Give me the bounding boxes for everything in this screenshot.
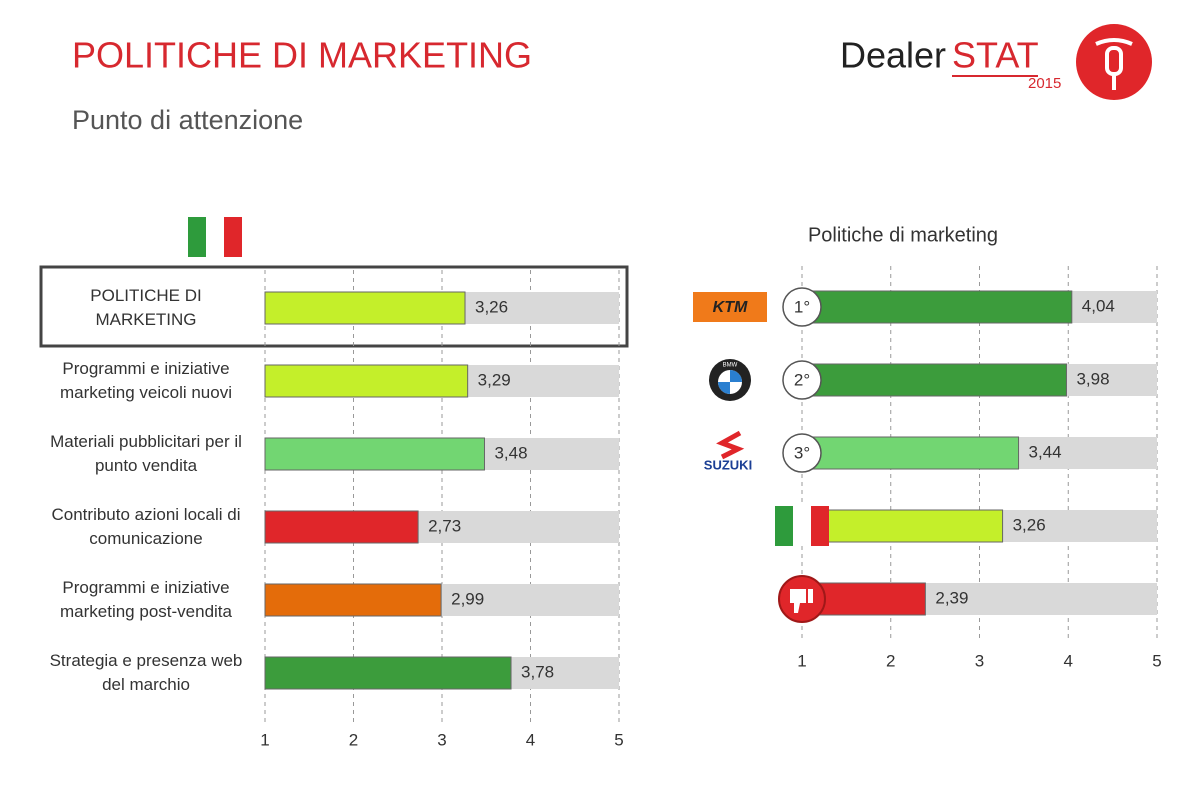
bar-track xyxy=(441,584,619,616)
thumbs-down-icon xyxy=(790,589,813,613)
x-tick-label: 5 xyxy=(1152,651,1161,670)
bar-track xyxy=(511,657,619,689)
flag-italy xyxy=(188,217,242,257)
category-label: Materiali pubblicitari per il punto vend… xyxy=(50,432,242,475)
bar xyxy=(264,437,485,471)
bar-track xyxy=(1066,364,1157,396)
x-tick-label: 3 xyxy=(437,730,446,749)
value-label: 3,26 xyxy=(475,297,508,316)
value-label: 3,48 xyxy=(494,443,527,462)
bar xyxy=(801,509,1004,543)
rank-label: 2° xyxy=(794,370,810,389)
highlight-box xyxy=(39,265,629,348)
category-label: SUZUKI xyxy=(704,457,752,472)
flag-italy-red xyxy=(811,506,829,546)
bar xyxy=(264,291,466,325)
logo-stat: STAT xyxy=(952,35,1039,76)
bar xyxy=(264,510,419,544)
logo-year: 2015 xyxy=(1028,75,1061,92)
rank-badge xyxy=(782,287,822,327)
value-label: 4,04 xyxy=(1082,296,1115,315)
slide-subtitle: Punto di attenzione xyxy=(72,105,303,135)
category-label: Strategia e presenza web del marchio xyxy=(49,651,243,694)
category-label: Contributo azioni locali di comunicazion… xyxy=(51,505,241,548)
value-label: 2,99 xyxy=(451,589,484,608)
logo-dealer: Dealer xyxy=(840,35,946,76)
value-label: 3,29 xyxy=(478,370,511,389)
value-label: 2,73 xyxy=(428,516,461,535)
bar-track xyxy=(467,365,619,397)
bar xyxy=(801,363,1067,397)
bar xyxy=(801,436,1020,470)
x-tick-label: 5 xyxy=(614,730,623,749)
value-label: 3,44 xyxy=(1029,442,1062,461)
bar-track xyxy=(925,583,1157,615)
bar-track xyxy=(1071,291,1157,323)
slide-title: POLITICHE DI MARKETING xyxy=(72,35,532,76)
flag-italy-white xyxy=(793,506,811,546)
category-label: POLITICHE DI MARKETING xyxy=(90,286,202,329)
rank-badge xyxy=(782,433,822,473)
category-label: Programmi e iniziative marketing post-ve… xyxy=(60,578,232,621)
rank-label: 1° xyxy=(794,297,810,316)
logo-bmw-quarters xyxy=(718,370,742,394)
bar-track xyxy=(484,438,619,470)
bar xyxy=(264,364,469,398)
x-tick-label: 2 xyxy=(349,730,358,749)
category-label: KTM xyxy=(713,299,748,316)
logo-icon xyxy=(1095,38,1133,90)
category-label: BMW xyxy=(723,363,738,369)
bar-track xyxy=(418,511,619,543)
rank-badge xyxy=(782,360,822,400)
rank-label: 3° xyxy=(794,443,810,462)
category-label: Programmi e iniziative marketing veicoli… xyxy=(60,359,232,402)
flag-italy-green xyxy=(775,506,793,546)
x-tick-label: 3 xyxy=(975,651,984,670)
value-label: 3,98 xyxy=(1076,369,1109,388)
logo-suzuki-s xyxy=(716,430,745,460)
x-tick-label: 4 xyxy=(1064,651,1073,670)
x-tick-label: 2 xyxy=(886,651,895,670)
value-label: 3,78 xyxy=(521,662,554,681)
logo-ktm xyxy=(693,292,767,322)
bar xyxy=(264,656,512,690)
logo-circle xyxy=(1076,24,1152,100)
x-tick-label: 1 xyxy=(797,651,806,670)
value-label: 3,26 xyxy=(1013,515,1046,534)
bar-track xyxy=(1018,437,1157,469)
bar xyxy=(264,583,442,617)
bar-track xyxy=(465,292,619,324)
x-tick-label: 4 xyxy=(526,730,535,749)
x-tick-label: 1 xyxy=(260,730,269,749)
chart-title: Politiche di marketing xyxy=(808,224,998,246)
bar-track xyxy=(1002,510,1157,542)
bar xyxy=(801,290,1073,324)
value-label: 2,39 xyxy=(935,588,968,607)
